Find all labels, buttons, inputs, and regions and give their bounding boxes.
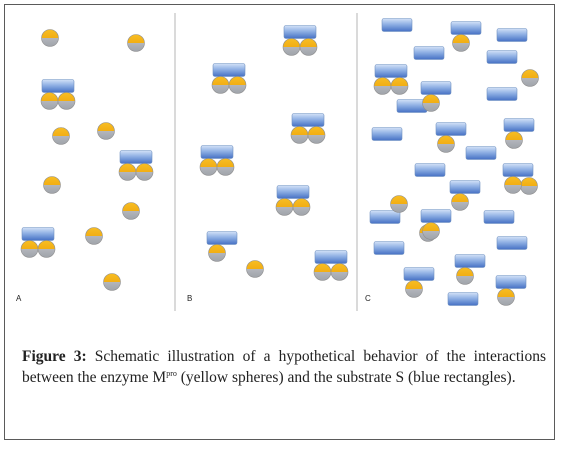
substrate-rectangle	[413, 46, 445, 60]
enzyme-sphere-bound	[290, 126, 309, 144]
enzyme-sphere	[520, 177, 538, 195]
enzyme-sphere	[85, 227, 103, 245]
enzyme-sphere-bound	[451, 193, 469, 211]
figure-frame: A B C Figure 3: Schematic illustration o…	[4, 4, 555, 440]
substrate-rectangle-bound	[450, 21, 482, 35]
enzyme-sphere	[97, 122, 115, 140]
substrate-rectangle-bound	[314, 250, 348, 264]
enzyme-sphere-bound	[57, 92, 76, 110]
substrate-rectangle-bound	[200, 145, 234, 159]
enzyme-sphere-bound	[40, 92, 59, 110]
substrate-rectangle-bound	[435, 122, 467, 136]
substrate-rectangle	[414, 163, 446, 177]
enzyme-sphere-bound	[373, 77, 392, 95]
panel-label-b: B	[187, 294, 192, 303]
substrate-rectangle	[496, 28, 528, 42]
enzyme-sphere-bound	[437, 135, 455, 153]
enzyme-sphere	[127, 34, 145, 52]
substrate-rectangle	[369, 210, 401, 224]
substrate-rectangle-bound	[119, 150, 153, 164]
enzyme-sphere	[103, 273, 121, 291]
interaction-diagram: A B C	[16, 13, 539, 311]
substrate-rectangle-bound	[420, 209, 452, 223]
enzyme-sphere-bound	[216, 158, 235, 176]
substrate-rectangle-bound	[454, 254, 486, 268]
enzyme-sphere-bound	[330, 263, 349, 281]
enzyme-sphere-bound	[390, 77, 409, 95]
enzyme-sphere-bound	[307, 126, 326, 144]
substrate-rectangle	[447, 292, 479, 306]
enzyme-sphere-bound	[228, 76, 247, 94]
caption-text: Schematic illustration of a hypothetical…	[22, 348, 546, 386]
substrate-rectangle-bound	[403, 267, 435, 281]
substrate-rectangle-bound	[495, 275, 527, 289]
enzyme-sphere-bound	[299, 38, 318, 56]
substrate-rectangle-bound	[41, 79, 75, 93]
substrate-rectangle-bound	[502, 163, 534, 177]
substrate-rectangle	[381, 18, 413, 32]
enzyme-sphere-bound	[292, 198, 311, 216]
substrate-rectangle-bound	[212, 63, 246, 77]
enzyme-sphere	[52, 127, 70, 145]
caption-superscript: pro	[166, 368, 177, 378]
substrate-rectangle	[371, 127, 403, 141]
substrate-rectangle	[486, 50, 518, 64]
enzyme-sphere-bound	[208, 244, 226, 262]
enzyme-sphere-bound	[199, 158, 218, 176]
substrate-rectangle	[486, 87, 518, 101]
enzyme-sphere	[41, 29, 59, 47]
substrate-rectangle	[465, 146, 497, 160]
enzyme-sphere-bound	[20, 240, 39, 258]
substrate-rectangle-bound	[276, 185, 310, 199]
enzyme-sphere-bound	[211, 76, 230, 94]
enzyme-sphere-bound	[504, 176, 522, 194]
enzyme-sphere-bound	[135, 163, 154, 181]
enzyme-sphere-bound	[405, 280, 423, 298]
enzyme-sphere	[246, 260, 264, 278]
enzyme-sphere	[122, 202, 140, 220]
enzyme-sphere-bound	[422, 222, 440, 240]
substrate-rectangle-bound	[420, 81, 452, 95]
enzyme-sphere-bound	[275, 198, 294, 216]
enzyme-sphere	[521, 69, 539, 87]
caption-figure-label: Figure 3:	[22, 348, 87, 365]
enzyme-sphere-bound	[422, 94, 440, 112]
substrate-rectangle-bound	[449, 180, 481, 194]
enzyme-sphere	[390, 195, 408, 213]
molecule-shapes	[20, 18, 539, 306]
enzyme-sphere-bound	[505, 131, 523, 149]
panel-label-a: A	[16, 294, 22, 303]
enzyme-sphere-bound	[456, 267, 474, 285]
substrate-rectangle	[373, 241, 405, 255]
enzyme-sphere-bound	[282, 38, 301, 56]
substrate-rectangle-bound	[206, 231, 238, 245]
substrate-rectangle	[483, 210, 515, 224]
figure-caption: Figure 3: Schematic illustration of a hy…	[22, 347, 546, 388]
enzyme-sphere-bound	[118, 163, 137, 181]
enzyme-sphere-bound	[37, 240, 56, 258]
panel-label-c: C	[365, 294, 371, 303]
enzyme-sphere-bound	[497, 288, 515, 306]
substrate-rectangle-bound	[374, 64, 408, 78]
substrate-rectangle-bound	[21, 227, 55, 241]
enzyme-sphere	[43, 176, 61, 194]
enzyme-sphere-bound	[452, 34, 470, 52]
substrate-rectangle-bound	[503, 118, 535, 132]
caption-text-end: (yellow spheres) and the substrate S (bl…	[176, 368, 516, 386]
enzyme-sphere-bound	[313, 263, 332, 281]
substrate-rectangle-bound	[283, 25, 317, 39]
substrate-rectangle	[496, 236, 528, 250]
substrate-rectangle-bound	[291, 113, 325, 127]
